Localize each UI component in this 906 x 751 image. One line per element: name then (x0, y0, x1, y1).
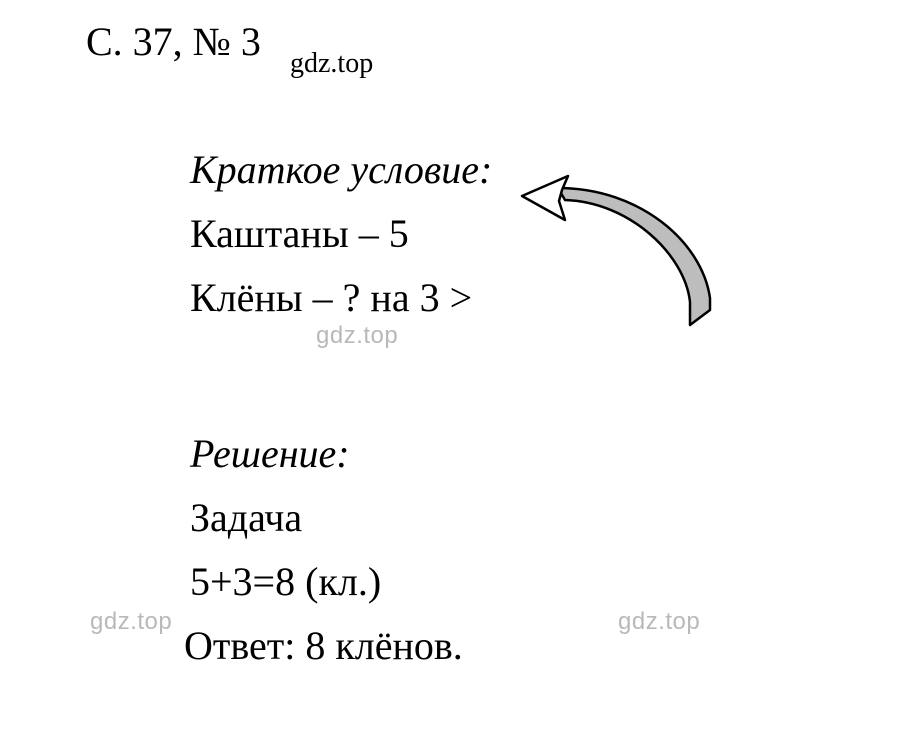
watermark-bottom-left: gdz.top (90, 608, 172, 636)
solution-equation: 5+3=8 (кл.) (190, 558, 381, 605)
solution-answer-text: Ответ: 8 клёнов. (184, 623, 463, 668)
short-condition-line2-text: Клёны – ? на 3 > (190, 275, 472, 320)
short-condition-title-text: Краткое условие: (190, 147, 492, 192)
solution-task-text: Задача (190, 495, 302, 540)
short-condition-line1-text: Каштаны – 5 (190, 211, 409, 256)
header-line: С. 37, № 3 (86, 18, 261, 65)
page: С. 37, № 3 gdz.top Краткое условие: Кашт… (0, 0, 906, 751)
solution-equation-text: 5+3=8 (кл.) (190, 559, 381, 604)
short-condition-maples: Клёны – ? на 3 > (190, 274, 472, 321)
watermark-mid: gdz.top (316, 322, 398, 350)
short-condition-chestnuts: Каштаны – 5 (190, 210, 409, 257)
watermark-mid-text: gdz.top (316, 322, 398, 349)
solution-title-text: Решение: (190, 431, 350, 476)
page-ref: С. 37, № 3 (86, 19, 261, 64)
header-sub-text: gdz.top (290, 48, 373, 79)
header-subscript: gdz.top (290, 48, 373, 80)
solution-title: Решение: (190, 430, 350, 477)
solution-task-label: Задача (190, 494, 302, 541)
short-condition-title: Краткое условие: (190, 146, 492, 193)
solution-answer: Ответ: 8 клёнов. (184, 622, 463, 669)
watermark-bottom-right: gdz.top (618, 608, 700, 636)
curved-arrow (510, 170, 730, 350)
watermark-br-text: gdz.top (618, 608, 700, 635)
curved-arrow-icon (510, 170, 730, 350)
watermark-bl-text: gdz.top (90, 608, 172, 635)
